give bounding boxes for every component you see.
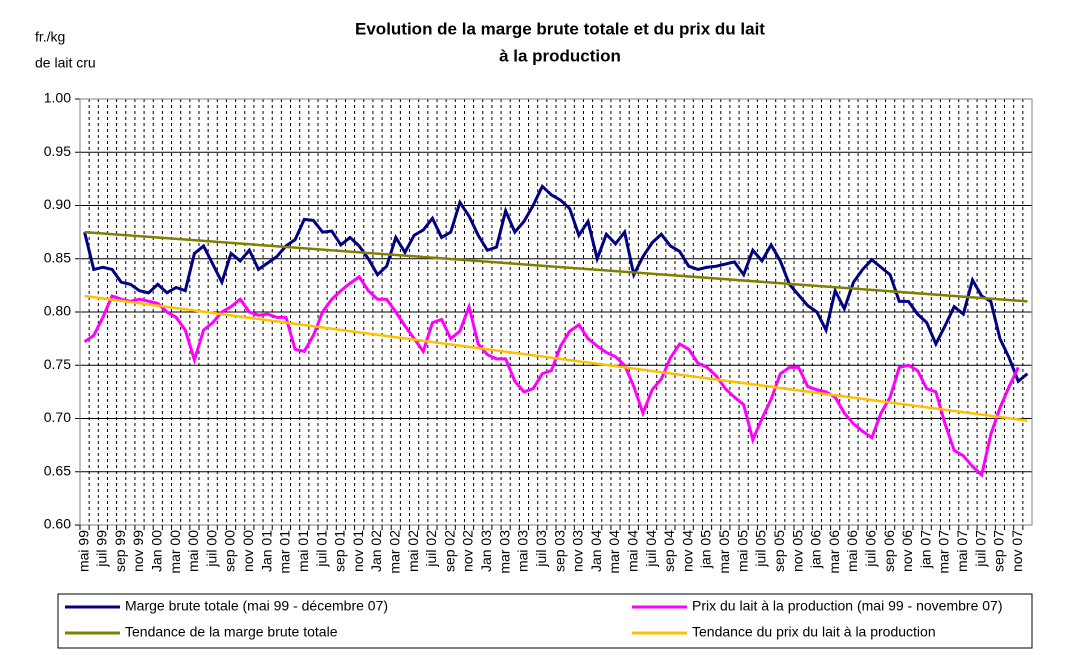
x-tick-label: jan 07 <box>917 530 933 569</box>
y-axis-label: de lait cru <box>35 55 96 71</box>
chart-title: Evolution de la marge brute totale et du… <box>355 19 765 38</box>
x-tick-label: mar 06 <box>826 530 842 574</box>
x-tick-label: nov 99 <box>130 530 146 572</box>
y-axis-label: fr./kg <box>35 29 65 45</box>
x-tick-label: juil 01 <box>313 530 329 568</box>
x-tick-label: mai 06 <box>844 530 860 572</box>
x-tick-label: sep 02 <box>441 530 457 572</box>
x-tick-label: nov 07 <box>1009 530 1025 572</box>
series-line <box>84 230 1028 303</box>
x-tick-label: mai 02 <box>405 530 421 572</box>
y-tick-label: 0.65 <box>44 462 71 478</box>
x-tick-label: nov 02 <box>460 530 476 572</box>
series-line <box>84 294 1028 422</box>
x-tick-label: Jan 01 <box>258 530 274 572</box>
x-tick-label: mar 03 <box>496 530 512 574</box>
x-tick-label: mar 02 <box>387 530 403 574</box>
y-tick-label: 0.85 <box>44 249 71 265</box>
y-tick-label: 0.80 <box>44 303 71 319</box>
x-tick-label: juil 07 <box>972 530 988 568</box>
legend-label: Tendance du prix du lait à la production <box>692 624 936 640</box>
x-tick-label: jan 05 <box>698 530 714 569</box>
x-tick-label: nov 05 <box>789 530 805 572</box>
x-tick-label: Jan 00 <box>149 530 165 572</box>
series-line <box>83 183 1029 384</box>
x-tick-label: Jan 04 <box>588 530 604 572</box>
x-tick-label: juil 05 <box>753 530 769 568</box>
x-tick-label: mai 05 <box>734 530 750 572</box>
x-tick-label: sep 03 <box>551 530 567 572</box>
x-tick-label: mai 01 <box>295 530 311 572</box>
x-tick-label: sep 99 <box>112 530 128 572</box>
x-tick-label: nov 03 <box>570 530 586 572</box>
x-tick-label: sep 07 <box>991 530 1007 572</box>
x-tick-label: Jan 03 <box>478 530 494 572</box>
legend-label: Marge brute totale (mai 99 - décembre 07… <box>125 598 388 614</box>
y-tick-label: 0.75 <box>44 356 71 372</box>
x-tick-label: mai 07 <box>954 530 970 572</box>
x-tick-label: sep 05 <box>771 530 787 572</box>
x-tick-label: nov 04 <box>679 530 695 572</box>
x-tick-label: sep 01 <box>332 530 348 572</box>
x-tick-label: mar 05 <box>716 530 732 574</box>
chart-subtitle: à la production <box>499 46 621 65</box>
x-tick-label: juil 99 <box>94 530 110 568</box>
legend-box <box>57 593 1033 649</box>
x-tick-label: nov 00 <box>240 530 256 572</box>
x-tick-label: sep 06 <box>881 530 897 572</box>
x-tick-label: mar 00 <box>167 530 183 574</box>
x-tick-label: mar 04 <box>606 530 622 574</box>
y-tick-label: 0.70 <box>44 409 71 425</box>
y-tick-label: 1.00 <box>44 90 71 106</box>
series-line <box>83 274 1020 478</box>
x-tick-label: juil 04 <box>643 530 659 568</box>
x-tick-label: Jan 02 <box>368 530 384 572</box>
legend-label: Prix du lait à la production (mai 99 - n… <box>692 598 1002 614</box>
x-tick-label: mai 99 <box>75 530 91 572</box>
x-tick-label: juil 06 <box>863 530 879 568</box>
x-tick-label: juil 02 <box>423 530 439 568</box>
y-tick-label: 0.60 <box>44 516 71 532</box>
x-tick-label: sep 00 <box>222 530 238 572</box>
x-tick-label: juil 00 <box>203 530 219 568</box>
x-tick-label: sep 04 <box>661 530 677 572</box>
x-tick-label: mai 00 <box>185 530 201 572</box>
legend-label: Tendance de la marge brute totale <box>125 624 338 640</box>
y-tick-label: 0.95 <box>44 143 71 159</box>
y-tick-label: 0.90 <box>44 196 71 212</box>
x-tick-label: mar 01 <box>277 530 293 574</box>
x-tick-label: mai 04 <box>625 530 641 572</box>
x-tick-label: mar 07 <box>936 530 952 574</box>
x-tick-label: jan 06 <box>808 530 824 569</box>
x-tick-label: nov 06 <box>899 530 915 572</box>
x-tick-label: nov 01 <box>350 530 366 572</box>
x-tick-label: juil 03 <box>533 530 549 568</box>
x-tick-label: mai 03 <box>515 530 531 572</box>
